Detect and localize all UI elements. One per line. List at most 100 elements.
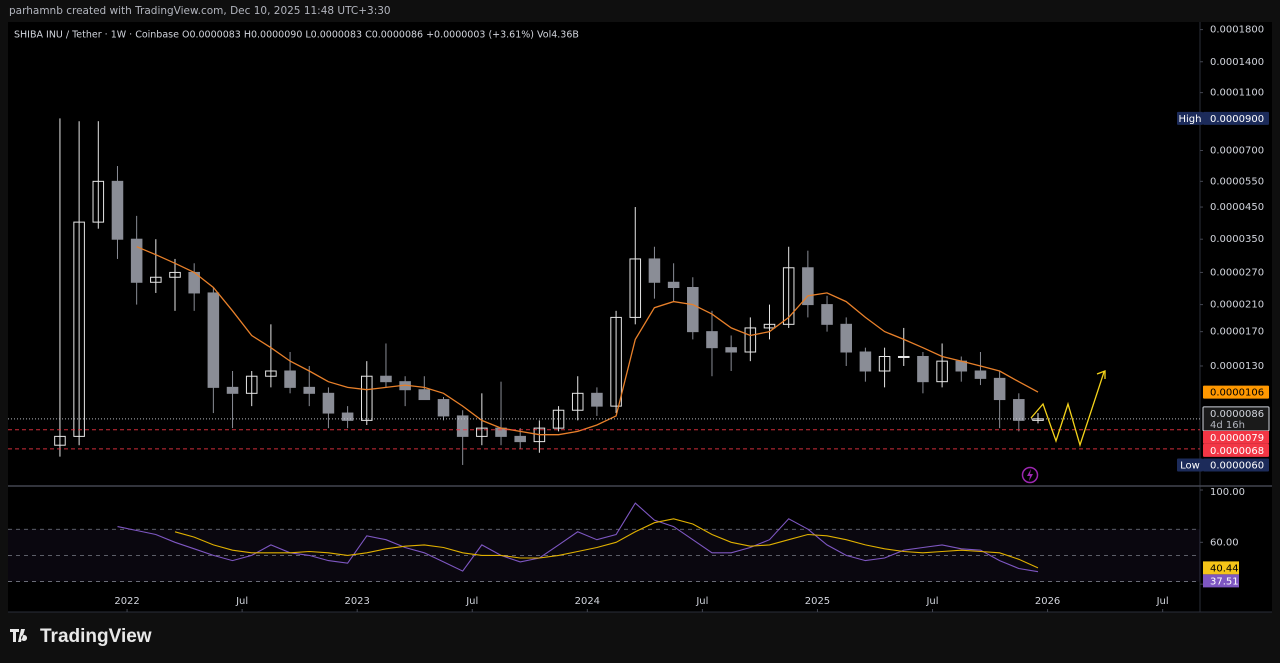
candle-body	[744, 327, 757, 353]
projection-drawing	[1030, 371, 1105, 448]
brand-logo	[10, 629, 28, 642]
candle-body	[169, 271, 181, 278]
candle-body	[840, 323, 852, 353]
y-tick-label: 100.00	[1210, 487, 1245, 498]
candle-body	[591, 392, 603, 407]
candle-body	[380, 375, 392, 383]
alert-icon-bolt	[1027, 469, 1033, 481]
candle-body	[802, 267, 814, 306]
price-countdown: 4d 16h	[1210, 420, 1245, 431]
candle-body	[687, 287, 699, 333]
candle-body	[322, 392, 335, 414]
candle-body	[341, 412, 354, 421]
candle-body	[878, 355, 891, 372]
candle-body	[648, 258, 661, 283]
candle-body	[763, 323, 776, 329]
candle-body	[130, 238, 143, 283]
alert-icon[interactable]	[1021, 466, 1039, 484]
y-tick-label: 0.0000550	[1210, 176, 1264, 187]
x-tick-label: 2022	[114, 596, 139, 607]
price-tag-name-box	[1177, 111, 1203, 125]
candle-body	[92, 180, 105, 223]
candle-body	[361, 375, 373, 421]
chart-legend: SHIBA INU / Tether · 1W · Coinbase O0.00…	[14, 30, 579, 41]
candle-body	[245, 375, 258, 394]
price-tag	[1203, 443, 1269, 457]
candle-body	[284, 370, 296, 388]
candle-body	[706, 331, 718, 349]
y-tick-label: 0.0000700	[1210, 145, 1264, 156]
price-tag-name: Low	[1180, 460, 1200, 471]
y-tick-label: 0.0000450	[1210, 202, 1264, 213]
candle-body	[111, 180, 124, 240]
candle-body	[437, 399, 450, 417]
price-tag-label: 0.0000079	[1210, 433, 1264, 444]
rsi-line	[174, 518, 1039, 569]
y-tick-label: 0.0000170	[1210, 327, 1264, 338]
plot: 0.0001800 0.0001400 0.0001100 0.0000700 0.00…	[8, 25, 1270, 612]
price-tag-label: 0.0000060	[1210, 460, 1264, 471]
candle-body	[571, 392, 584, 411]
candle-body	[456, 415, 469, 437]
x-tick-label: Jul	[235, 596, 248, 607]
attribution: parhamnb created with TradingView.com, D…	[9, 5, 391, 17]
price-tag-label: 0.0000086	[1210, 409, 1264, 420]
price-tag-label: 0.0000068	[1210, 446, 1264, 457]
y-tick-label: 0.0000210	[1210, 300, 1264, 311]
candle-body	[936, 360, 948, 383]
price-tag-name-box	[1177, 458, 1203, 472]
y-tick-label: 60.00	[1210, 537, 1239, 548]
candle-body	[303, 386, 316, 394]
candle-body	[725, 347, 737, 353]
candle-body	[667, 281, 680, 289]
candle-body	[207, 292, 220, 388]
candle-body	[782, 267, 795, 325]
candle-body	[610, 316, 622, 407]
candle-body	[54, 435, 66, 446]
candle-body	[476, 427, 488, 437]
y-tick-label: 0.0001100	[1210, 88, 1264, 99]
rsi-tag-label: 40.44	[1210, 563, 1239, 574]
x-tick-label: 2026	[1035, 596, 1060, 607]
candle-body	[150, 276, 162, 283]
price-tag	[1203, 385, 1269, 399]
rsi-tag-label: 37.51	[1210, 576, 1239, 587]
price-tag-name: High	[1179, 114, 1202, 125]
candle-body	[821, 304, 833, 325]
moving-average	[136, 246, 1039, 436]
x-tick-label: Jul	[1156, 596, 1169, 607]
rsi-tag	[1203, 574, 1239, 588]
price-tag-label: 0.0000106	[1210, 388, 1264, 399]
candle-body	[226, 386, 239, 394]
y-tick-label: 0.0001800	[1210, 25, 1264, 36]
candle-body	[629, 258, 642, 318]
price-tag-label: 0.0000900	[1210, 114, 1264, 125]
candle-body	[73, 221, 85, 437]
candle-body	[1013, 399, 1025, 421]
candle-body	[514, 435, 526, 443]
candle-body	[917, 355, 929, 383]
x-tick-label: Jul	[925, 596, 938, 607]
brand-name: TradingView	[40, 626, 152, 647]
price-tag	[1203, 111, 1269, 125]
projection-arrowhead	[1096, 370, 1106, 379]
y-tick-label: 0.0000270	[1210, 267, 1264, 278]
candle-body	[897, 355, 910, 358]
y-tick-label: 0.0000130	[1210, 361, 1264, 372]
x-tick-label: 2024	[575, 596, 600, 607]
x-tick-label: Jul	[465, 596, 478, 607]
x-tick-label: 2023	[344, 596, 369, 607]
rsi-tag	[1203, 561, 1239, 575]
candle-body	[859, 351, 872, 372]
candle-body	[993, 377, 1006, 401]
price-tag	[1203, 430, 1269, 444]
logo-mark	[10, 629, 28, 642]
y-tick-label: 0.0000350	[1210, 234, 1264, 245]
candle-body	[265, 370, 277, 377]
y-tick-label: 0.0001400	[1210, 57, 1264, 68]
x-tick-label: 2025	[805, 596, 830, 607]
rsi-line	[117, 502, 1039, 573]
candle-body	[418, 389, 431, 401]
x-tick-label: Jul	[695, 596, 708, 607]
